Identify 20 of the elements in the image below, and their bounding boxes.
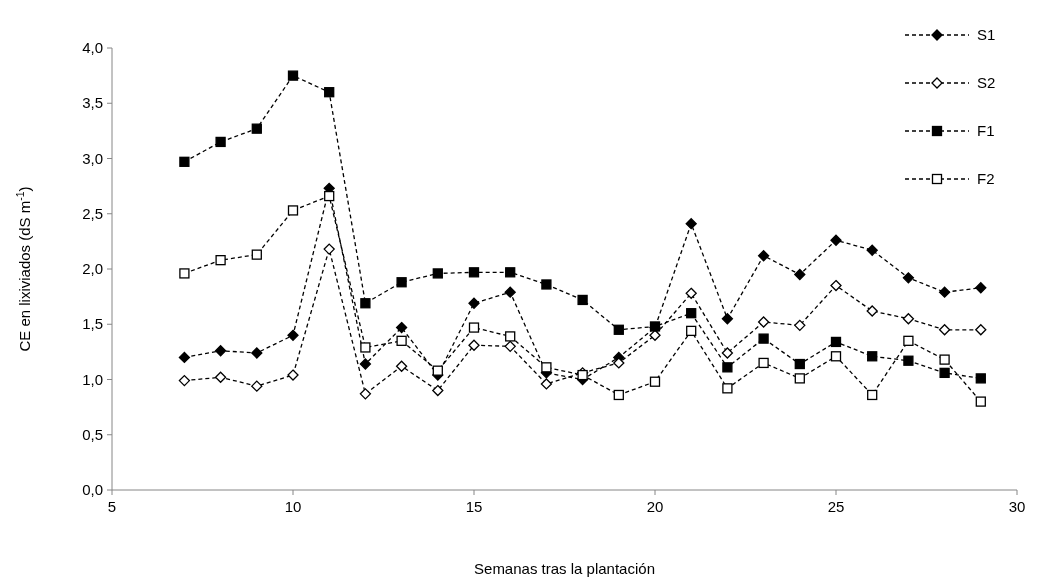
x-tick-label: 15 [465, 498, 483, 515]
x-tick-label: 30 [1008, 498, 1026, 515]
y-tick-label: 1,0 [82, 370, 103, 388]
y-tick-label: 0,5 [82, 425, 103, 443]
y-tick-label: 1,5 [82, 315, 103, 333]
legend-label: S1 [977, 26, 996, 43]
y-tick-label: 4,0 [82, 39, 103, 56]
x-tick-label: 10 [284, 498, 302, 515]
x-tick-label: 5 [107, 498, 117, 515]
x-tick-label: 25 [827, 498, 845, 515]
y-tick-label: 2,0 [82, 260, 103, 277]
y-tick-label: 0,0 [82, 481, 103, 498]
x-axis-title: Semanas tras la plantación [474, 560, 655, 577]
y-tick-label: 3,5 [82, 94, 103, 112]
legend-label: F1 [977, 122, 995, 139]
y-tick-label: 2,5 [82, 204, 103, 222]
y-tick-label: 3,0 [82, 149, 103, 167]
x-tick-label: 20 [646, 498, 664, 515]
legend-label: F2 [977, 170, 995, 187]
legend-label: S2 [977, 74, 996, 91]
